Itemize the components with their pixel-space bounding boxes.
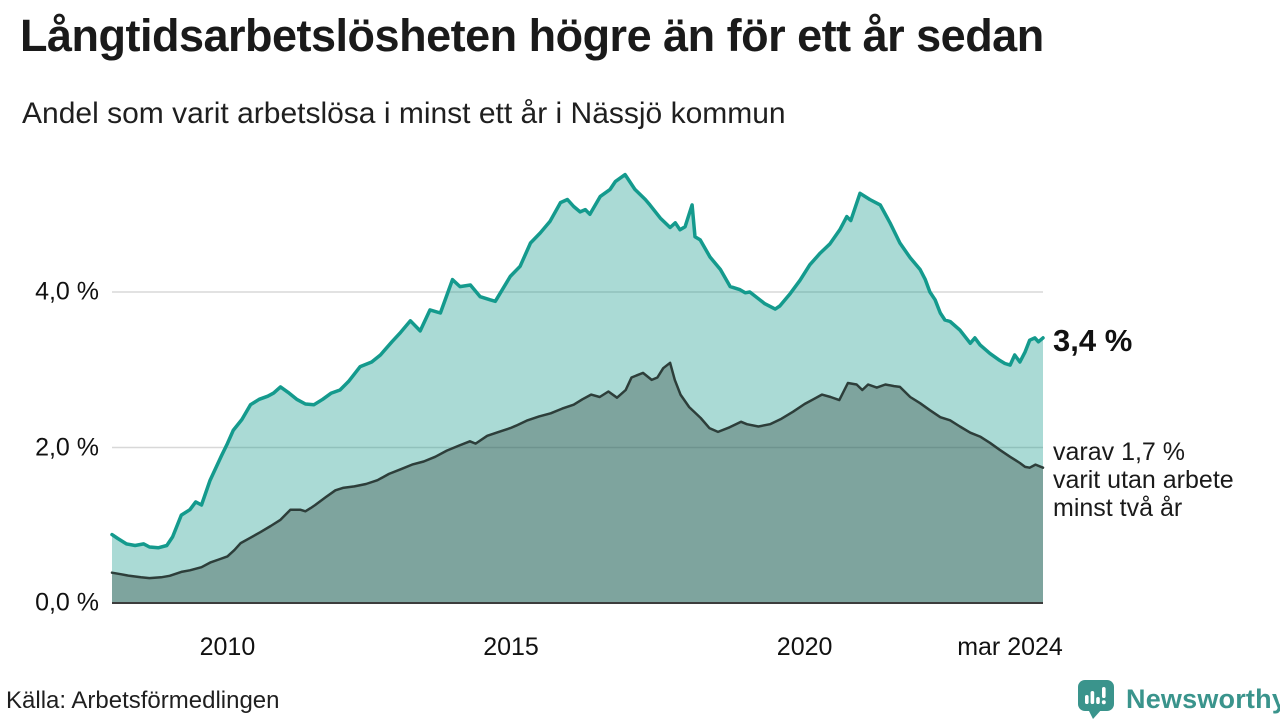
secondary-label-line: varit utan arbete bbox=[1053, 466, 1234, 494]
newsworthy-brand-name: Newsworthy bbox=[1126, 683, 1280, 714]
x-tick-label: 2015 bbox=[483, 633, 539, 661]
latest-value-label: 3,4 % bbox=[1053, 323, 1133, 358]
series-area-0 bbox=[112, 174, 1043, 603]
x-tick-label: 2020 bbox=[776, 633, 833, 661]
y-tick-label: 4,0 % bbox=[35, 277, 99, 306]
series-line-1 bbox=[110, 361, 1045, 580]
secondary-label-line: varav 1,7 % bbox=[1053, 438, 1186, 466]
y-tick-label: 2,0 % bbox=[35, 433, 99, 461]
x-tick-label: 2010 bbox=[199, 633, 256, 661]
series-area-1 bbox=[112, 362, 1043, 603]
secondary-label-line: minst två år bbox=[1053, 494, 1183, 522]
chart-subtitle: Andel som varit arbetslösa i minst ett å… bbox=[22, 97, 786, 130]
y-tick-label: 0,0 % bbox=[35, 588, 99, 617]
series-line-0 bbox=[110, 172, 1045, 550]
x-tick-label: mar 2024 bbox=[957, 633, 1063, 661]
newsworthy-logo[interactable]: Newsworthy bbox=[1077, 679, 1280, 719]
source-caption: Källa: Arbetsförmedlingen bbox=[6, 687, 280, 714]
secondary-value-label: varav 1,7 % varit utan arbete minst två år bbox=[1053, 438, 1234, 522]
page-title: Långtidsarbetslösheten högre än för ett … bbox=[20, 10, 1044, 61]
newsworthy-bubble-chart-icon bbox=[1077, 679, 1117, 719]
